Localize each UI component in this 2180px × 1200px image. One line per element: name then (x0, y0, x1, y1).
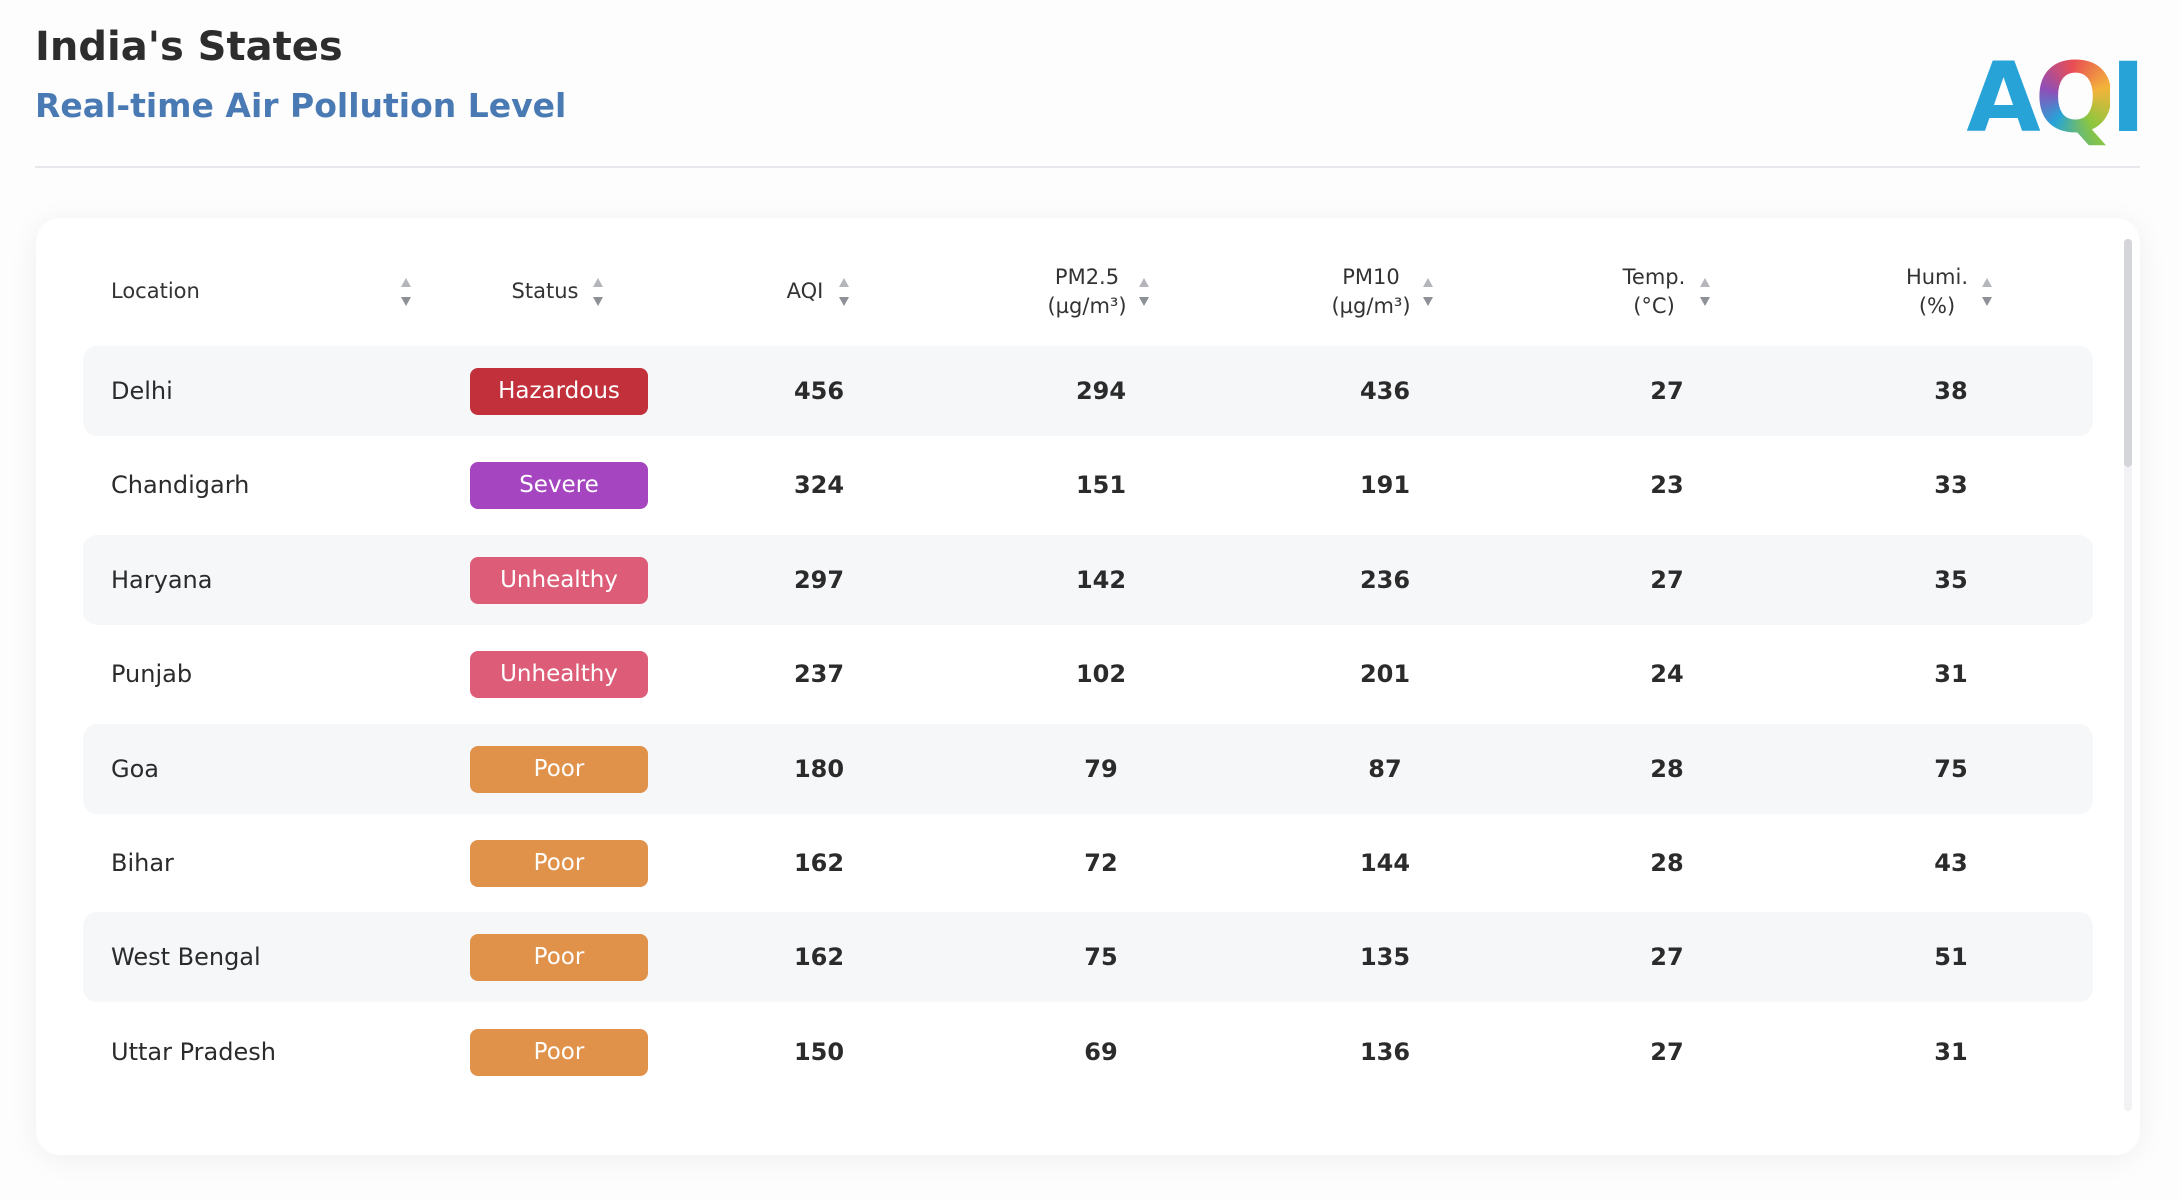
location-cell: Haryana (111, 565, 213, 594)
value-cell: 151 (1075, 471, 1127, 500)
status-badge: Poor (470, 934, 648, 982)
status-badge: Unhealthy (470, 651, 648, 699)
status-badge: Poor (470, 840, 648, 887)
status-badge: Severe (470, 462, 648, 510)
location-cell: Uttar Pradesh (111, 1037, 276, 1066)
column-header[interactable]: AQI (705, 277, 905, 306)
value-cell: 31 (1934, 660, 1968, 689)
sort-arrows (1139, 278, 1149, 306)
row-background (83, 723, 2093, 814)
value-cell: 135 (1359, 943, 1411, 972)
value-cell: 236 (1359, 565, 1411, 594)
header-unit: (%) (1918, 294, 1956, 318)
value-cell: 201 (1359, 660, 1411, 689)
header-label: Location (111, 279, 200, 303)
column-header[interactable]: Location (111, 277, 200, 306)
location-cell: Punjab (111, 660, 193, 689)
location-cell: West Bengal (111, 943, 261, 972)
sort-icon[interactable] (1422, 276, 1434, 312)
page-subtitle: Real-time Air Pollution Level (35, 86, 567, 125)
page-title: India's States (35, 24, 343, 70)
scrollbar[interactable] (2124, 239, 2132, 1111)
row-background (83, 534, 2093, 625)
column-header[interactable]: Humi. (%) (1837, 263, 2037, 321)
value-cell: 237 (793, 660, 845, 689)
value-cell: 324 (793, 471, 845, 500)
divider (35, 166, 2140, 168)
value-cell: 28 (1650, 849, 1684, 877)
value-cell: 456 (793, 377, 845, 405)
header-label: AQI (786, 279, 824, 303)
scrollbar-thumb[interactable] (2124, 239, 2132, 467)
column-header[interactable]: Temp. (°C) (1554, 263, 1754, 321)
sort-icon[interactable] (1981, 276, 1993, 312)
value-cell: 51 (1934, 943, 1968, 972)
sort-icon[interactable] (592, 276, 604, 312)
value-cell: 23 (1650, 471, 1684, 500)
sort-icon[interactable] (838, 276, 850, 312)
sort-arrows (401, 278, 411, 306)
value-cell: 294 (1075, 377, 1127, 405)
location-cell: Delhi (111, 377, 173, 405)
sort-arrows (593, 278, 603, 306)
value-cell: 35 (1934, 565, 1968, 594)
value-cell: 75 (1934, 754, 1968, 783)
value-cell: 69 (1084, 1037, 1118, 1066)
sort-arrows (1423, 278, 1433, 306)
value-cell: 27 (1650, 943, 1684, 972)
value-cell: 27 (1650, 565, 1684, 594)
sort-icon[interactable] (1138, 276, 1150, 312)
value-cell: 436 (1359, 377, 1411, 405)
header-label: Humi. (1905, 265, 1969, 289)
sort-arrows (1700, 278, 1710, 306)
value-cell: 27 (1650, 377, 1684, 405)
value-cell: 87 (1368, 754, 1402, 783)
header-label: PM2.5 (1054, 265, 1120, 289)
sort-arrows (1982, 278, 1992, 306)
value-cell: 142 (1075, 565, 1127, 594)
value-cell: 31 (1934, 1037, 1968, 1066)
location-cell: Bihar (111, 849, 174, 877)
header-label: Status (511, 279, 579, 303)
row-background (83, 346, 2093, 436)
status-badge: Unhealthy (470, 556, 648, 604)
value-cell: 72 (1084, 849, 1118, 877)
sort-icon[interactable] (1699, 276, 1711, 312)
value-cell: 162 (793, 943, 845, 972)
value-cell: 191 (1359, 471, 1411, 500)
value-cell: 38 (1934, 377, 1968, 405)
value-cell: 136 (1359, 1037, 1411, 1066)
value-cell: 43 (1934, 849, 1968, 877)
value-cell: 28 (1650, 754, 1684, 783)
header-unit: (µg/m³) (1047, 294, 1127, 318)
sort-arrows (839, 278, 849, 306)
column-header[interactable]: PM10 (µg/m³) (1271, 263, 1471, 321)
value-cell: 297 (793, 565, 845, 594)
value-cell: 24 (1650, 660, 1684, 689)
column-header[interactable]: Status (445, 277, 645, 306)
status-badge: Poor (470, 1028, 648, 1076)
value-cell: 150 (793, 1037, 845, 1066)
logo: AQI (1966, 42, 2146, 154)
value-cell: 33 (1934, 471, 1968, 500)
value-cell: 102 (1075, 660, 1127, 689)
header-label: PM10 (1342, 265, 1400, 289)
value-cell: 162 (793, 849, 845, 877)
value-cell: 79 (1084, 754, 1118, 783)
header-unit: (°C) (1633, 294, 1675, 318)
row-background (83, 912, 2093, 1003)
status-badge: Hazardous (470, 368, 648, 415)
value-cell: 27 (1650, 1037, 1684, 1066)
header-unit: (µg/m³) (1331, 294, 1411, 318)
location-cell: Chandigarh (111, 471, 250, 500)
location-cell: Goa (111, 754, 159, 783)
value-cell: 144 (1359, 849, 1411, 877)
value-cell: 75 (1084, 943, 1118, 972)
header-label: Temp. (1622, 265, 1686, 289)
status-badge: Poor (470, 745, 648, 793)
sort-icon[interactable] (400, 276, 412, 312)
value-cell: 180 (793, 754, 845, 783)
column-header[interactable]: PM2.5 (µg/m³) (987, 263, 1187, 321)
